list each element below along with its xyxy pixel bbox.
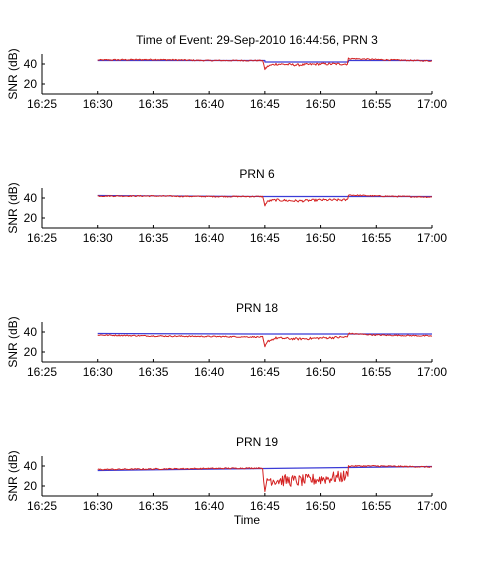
- x-tick-label: 16:45: [250, 499, 280, 513]
- snr-reference-line: [97, 332, 432, 335]
- x-tick-label: 17:00: [417, 231, 447, 245]
- subplot-title: PRN 19: [236, 435, 278, 449]
- x-tick-label: 16:30: [83, 365, 113, 379]
- x-tick-label: 16:55: [361, 499, 391, 513]
- x-axis-label: Time: [234, 513, 261, 527]
- subplot-3: PRN 18 16:25 16:30 16:35 16:40 16:45 16:50 16:5…: [6, 301, 447, 379]
- y-tick-label: 20: [24, 211, 38, 225]
- snr-reference-line: [97, 465, 433, 472]
- subplot-title: PRN 18: [236, 301, 278, 315]
- snr-measured-line: [97, 57, 433, 71]
- x-tick-label: 16:25: [27, 97, 57, 111]
- snr-measured-line: [97, 194, 433, 207]
- x-tick-label: 16:55: [361, 231, 391, 245]
- x-tick-label: 16:30: [83, 97, 113, 111]
- subplot-title: Time of Event: 29-Sep-2010 16:44:56, PRN…: [136, 33, 378, 47]
- x-tick-label: 16:25: [27, 365, 57, 379]
- y-axis-label: SNR (dB): [6, 48, 20, 99]
- y-tick-label: 20: [24, 479, 38, 493]
- y-axis-label: SNR (dB): [6, 182, 20, 233]
- y-tick-label: 40: [24, 57, 38, 71]
- x-tick-label: 16:40: [194, 365, 224, 379]
- y-axis-label: SNR (dB): [6, 450, 20, 501]
- subplot-title: PRN 6: [239, 167, 275, 181]
- y-tick-label: 20: [24, 345, 38, 359]
- snr-reference-line: [97, 59, 432, 63]
- x-tick-label: 16:35: [138, 231, 168, 245]
- y-tick-label: 40: [24, 325, 38, 339]
- x-tick-label: 16:50: [306, 231, 336, 245]
- x-tick-label: 16:40: [194, 97, 224, 111]
- snr-measured-line: [97, 332, 433, 348]
- x-tick-label: 16:25: [27, 231, 57, 245]
- snr-measured-line: [97, 464, 433, 493]
- x-tick-label: 16:40: [194, 499, 224, 513]
- x-tick-label: 16:25: [27, 499, 57, 513]
- x-tick-label: 16:40: [194, 231, 224, 245]
- y-tick-label: 20: [24, 77, 38, 91]
- x-tick-label: 17:00: [417, 499, 447, 513]
- y-axis-label: SNR (dB): [6, 316, 20, 367]
- x-tick-label: 16:50: [306, 97, 336, 111]
- y-tick-label: 40: [24, 191, 38, 205]
- subplot-4: PRN 19 16:25 16:30 16:35 16:40 16:45 16:50 16:5…: [6, 435, 447, 527]
- x-tick-label: 16:35: [138, 365, 168, 379]
- x-tick-label: 16:50: [306, 365, 336, 379]
- x-tick-label: 16:45: [250, 231, 280, 245]
- x-tick-label: 16:50: [306, 499, 336, 513]
- subplot-2: PRN 6 16:25 16:30 16:35 16:40 16:45 16:50 16:55…: [6, 167, 447, 245]
- x-tick-label: 16:35: [138, 499, 168, 513]
- subplot-1: Time of Event: 29-Sep-2010 16:44:56, PRN…: [6, 33, 447, 111]
- x-tick-label: 16:45: [250, 97, 280, 111]
- x-tick-label: 16:35: [138, 97, 168, 111]
- x-tick-label: 16:55: [361, 365, 391, 379]
- x-tick-label: 16:45: [250, 365, 280, 379]
- x-tick-label: 16:30: [83, 231, 113, 245]
- x-tick-label: 16:30: [83, 499, 113, 513]
- x-tick-label: 16:55: [361, 97, 391, 111]
- x-tick-label: 17:00: [417, 97, 447, 111]
- x-tick-label: 17:00: [417, 365, 447, 379]
- y-tick-label: 40: [24, 459, 38, 473]
